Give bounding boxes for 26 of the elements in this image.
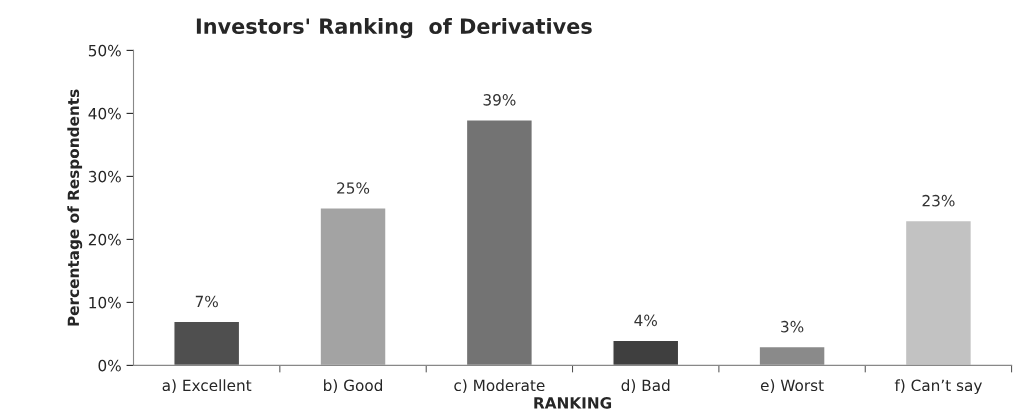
x-axis-title: RANKING: [534, 397, 612, 409]
y-tick-label: 50%: [88, 44, 121, 57]
x-tick-label: b) Good: [324, 379, 383, 393]
y-tick-label: 10%: [89, 296, 121, 309]
data-label: 39%: [483, 94, 516, 106]
data-label: 3%: [781, 320, 804, 333]
bar: [173, 320, 241, 366]
x-tick-label: e) Worst: [760, 379, 824, 393]
x-tick-label: d) Bad: [621, 379, 670, 393]
data-label: 7%: [195, 295, 218, 308]
data-label: 25%: [337, 182, 370, 194]
y-axis-title: Percentage of Respondents: [67, 89, 83, 326]
x-tick-label: c) Moderate: [454, 379, 545, 393]
data-label: 23%: [922, 194, 955, 207]
y-tick-label: 0%: [98, 359, 121, 372]
bar: [612, 339, 680, 366]
chart-title: Investors' Ranking of Derivatives: [196, 17, 592, 39]
bar: [904, 219, 973, 366]
bar: [465, 119, 534, 366]
x-tick-label: f) Can’t say: [894, 379, 982, 395]
x-tick-label: a) Excellent: [162, 379, 252, 393]
y-tick-label: 40%: [88, 107, 121, 120]
y-tick-label: 20%: [88, 233, 121, 246]
data-label: 4%: [634, 314, 657, 327]
bar: [319, 207, 387, 366]
y-tick-label: 30%: [88, 170, 121, 183]
